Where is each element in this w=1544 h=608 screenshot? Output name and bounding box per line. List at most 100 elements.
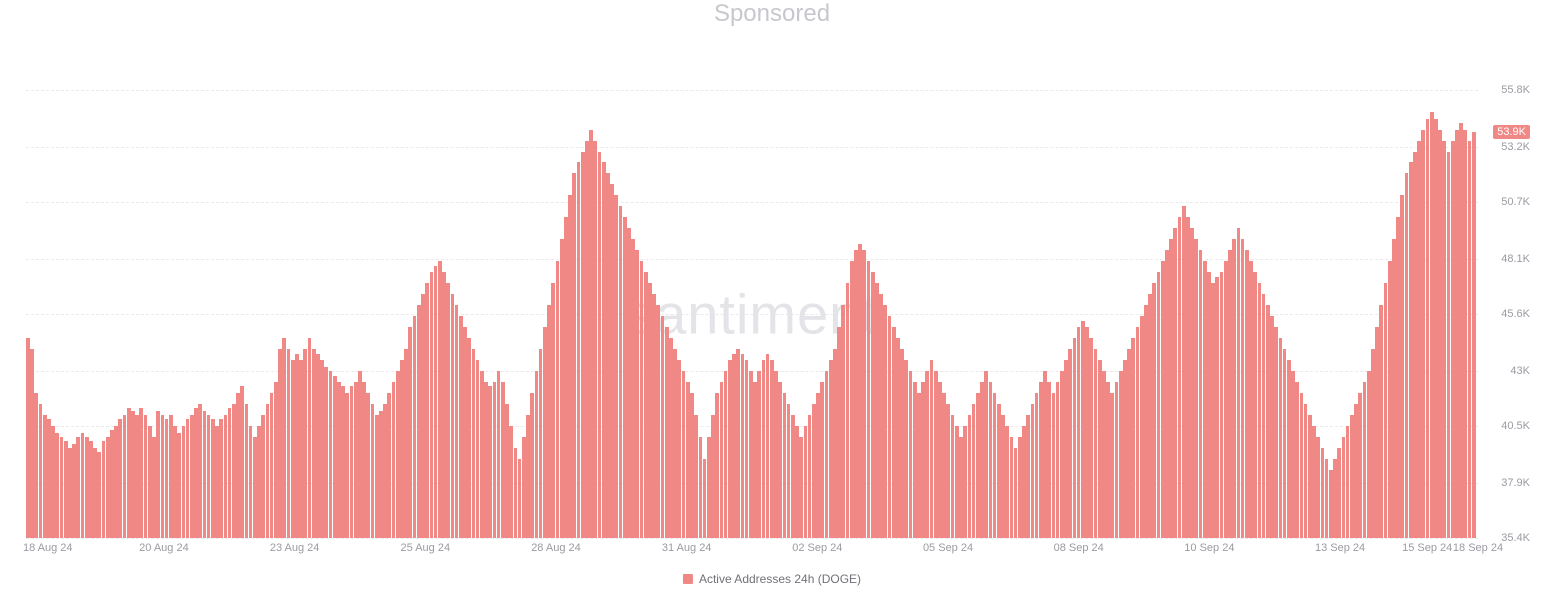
chart-legend: Active Addresses 24h (DOGE) [683,572,861,586]
bar [333,376,337,539]
bar [526,415,530,538]
bar [560,239,564,538]
bar [1068,349,1072,538]
bar [1039,382,1043,538]
bar [980,382,984,538]
bar [879,294,883,538]
bar [783,393,787,538]
bar [1451,141,1455,538]
bar [1031,404,1035,538]
bar [1089,338,1093,538]
bar [337,382,341,538]
bar [1333,459,1337,538]
bar [89,441,93,538]
bar [930,360,934,538]
bar [1417,141,1421,538]
bar [1152,283,1156,538]
bar [1329,470,1333,538]
bar [1245,250,1249,538]
bar [1115,382,1119,538]
bar [984,371,988,538]
bar [623,217,627,538]
x-axis-tick: 02 Sep 24 [792,542,842,554]
bar [1123,360,1127,538]
bar [1421,130,1425,538]
bar [993,393,997,538]
x-axis-tick: 20 Aug 24 [139,542,189,554]
bar [690,393,694,538]
bar [421,294,425,538]
bar [1321,448,1325,538]
bar [833,349,837,538]
bar [308,338,312,538]
bar [413,316,417,538]
bar [535,371,539,538]
bar [375,415,379,538]
bar [825,371,829,538]
bar [854,250,858,538]
bar [1400,195,1404,538]
y-axis-tick: 48.1K [1501,253,1530,265]
bar [741,354,745,538]
bar [917,393,921,538]
bar [156,411,160,538]
bar [568,195,572,538]
bar [602,162,606,538]
x-axis-tick: 25 Aug 24 [401,542,451,554]
bar [997,404,1001,538]
bar [303,349,307,538]
bar [232,404,236,538]
bar [228,408,232,538]
bar [93,448,97,538]
bar [1010,437,1014,538]
bar [408,327,412,538]
bar [757,371,761,538]
bar [1081,321,1085,538]
bar [118,419,122,538]
bar [921,382,925,538]
bar [127,408,131,538]
y-axis-tick: 43K [1510,365,1530,377]
bar [1304,404,1308,538]
bar [972,404,976,538]
bar [1161,261,1165,538]
bar [1279,338,1283,538]
bar [1144,305,1148,538]
bar [169,415,173,538]
bar [1094,349,1098,538]
bar [1300,393,1304,538]
bar [770,360,774,538]
bar [1430,112,1434,538]
bar [1073,338,1077,538]
bar [1102,371,1106,538]
bar [1005,426,1009,538]
x-axis-tick: 31 Aug 24 [662,542,712,554]
bar [959,437,963,538]
bar [387,393,391,538]
bar [951,415,955,538]
bar [219,419,223,538]
legend-swatch [683,574,693,584]
bar [484,382,488,538]
bar [312,349,316,538]
bar [1241,239,1245,538]
y-axis-tick: 45.6K [1501,308,1530,320]
bar [446,283,450,538]
bar [1409,162,1413,538]
bar [1337,448,1341,538]
bar [753,382,757,538]
bar [556,261,560,538]
bar [656,305,660,538]
bar [245,404,249,538]
y-axis-tick: 55.8K [1501,84,1530,96]
bar [694,415,698,538]
bar [1253,272,1257,538]
bar [488,386,492,538]
bar [955,426,959,538]
bar [434,266,438,538]
bar [1388,261,1392,538]
y-axis-tick: 40.5K [1501,420,1530,432]
chart-plot-area: santiment [26,90,1478,538]
bar [1434,119,1438,538]
bar [1052,393,1056,538]
